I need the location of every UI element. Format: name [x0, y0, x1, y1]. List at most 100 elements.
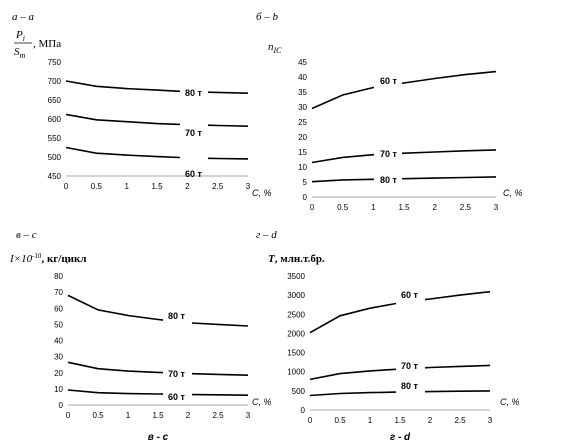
x-label-text: C, %: [500, 397, 520, 407]
series-line-2-seg-0: [67, 389, 164, 395]
x-tick-label: 2: [432, 203, 437, 212]
y-tick-label: 20: [54, 369, 63, 378]
y-tick-label: 500: [48, 153, 62, 162]
y-tick-label: 450: [48, 172, 62, 181]
y-tick-label: 40: [298, 73, 307, 82]
series-line-0-seg-1: [401, 70, 497, 85]
y-label-main: T: [268, 253, 276, 265]
x-tick-label: 1.5: [394, 416, 406, 425]
series-label: 70 т: [380, 149, 398, 159]
series-line-2-seg-0: [311, 178, 374, 183]
y-tick-label: 30: [54, 353, 63, 362]
y-tick-label: 80: [54, 272, 63, 281]
y-label-main: I×10: [9, 253, 33, 265]
x-axis-label: C, %: [252, 188, 272, 198]
x-tick-label: 1: [126, 411, 131, 420]
y-tick-label: 60: [54, 304, 63, 313]
y-tick-label: 25: [298, 118, 307, 127]
x-tick-label: 2.5: [212, 411, 224, 420]
x-tick-label: 0.5: [334, 416, 346, 425]
y-tick-label: 3000: [287, 291, 305, 300]
y-label-denominator: Sm: [14, 46, 26, 60]
series-label: 80 т: [401, 381, 419, 391]
series-line-2-seg-1: [402, 176, 497, 180]
y-tick-label: 10: [54, 385, 63, 394]
series-line-2-seg-0: [65, 146, 181, 159]
y-tick-label: 35: [298, 88, 307, 97]
series-label: 60 т: [401, 290, 419, 300]
series-line-1-seg-0: [65, 113, 181, 126]
y-tick-label: 30: [298, 103, 307, 112]
y-label-main: n: [268, 41, 274, 53]
y-axis-label: T, млн.т.бр.: [268, 253, 325, 265]
panel-title: а – а: [12, 11, 35, 23]
series-label: 70 т: [185, 128, 203, 138]
x-tick-label: 1.5: [152, 411, 164, 420]
series-line-0-seg-1: [207, 91, 249, 94]
panel-caption: в - с: [148, 432, 169, 443]
x-tick-label: 1.5: [398, 203, 410, 212]
series-line-1-seg-1: [401, 149, 497, 155]
x-tick-label: 0: [310, 203, 315, 212]
x-label-text: C, %: [503, 188, 523, 198]
chart-panel-1: б – b nIC 0 5 10 15 20 25 30 35 40 45 0 0.5 1 1.5 2 2.5 3C…: [256, 11, 523, 212]
series-line-2-seg-0: [309, 391, 397, 397]
x-label-text: C, %: [252, 188, 272, 198]
x-tick-label: 2: [428, 416, 433, 425]
x-tick-label: 0.5: [91, 182, 103, 191]
x-tick-label: 2.5: [460, 203, 472, 212]
y-label-sub: IC: [273, 46, 283, 55]
panel-title: г – d: [256, 229, 277, 241]
x-tick-label: 0.5: [337, 203, 349, 212]
y-tick-label: 0: [303, 193, 308, 202]
y-tick-label: 2500: [287, 310, 305, 319]
x-tick-label: 3: [488, 416, 493, 425]
panel-caption: г - d: [390, 432, 411, 443]
x-tick-label: 0: [308, 416, 313, 425]
series-line-0-seg-1: [191, 322, 249, 327]
y-tick-label: 500: [292, 387, 306, 396]
x-tick-label: 3: [494, 203, 499, 212]
x-axis-label: C, %: [252, 397, 272, 407]
series-label: 60 т: [380, 76, 398, 86]
series-line-0-seg-0: [311, 86, 375, 110]
x-tick-label: 3: [246, 182, 251, 191]
y-tick-label: 20: [298, 133, 307, 142]
y-tick-label: 45: [298, 58, 307, 67]
series-label: 60 т: [168, 392, 186, 402]
y-tick-label: 600: [48, 115, 62, 124]
y-label-den-main: S: [14, 46, 20, 58]
x-tick-label: 1: [371, 203, 376, 212]
y-tick-label: 1500: [287, 349, 305, 358]
series-line-1-seg-0: [309, 368, 397, 381]
series-line-0-seg-1: [424, 290, 491, 301]
y-tick-label: 0: [59, 401, 64, 410]
panel-title: б – b: [256, 11, 279, 23]
y-tick-label: 1000: [287, 368, 305, 377]
x-label-text: C, %: [252, 397, 272, 407]
x-tick-label: 2: [185, 182, 190, 191]
x-tick-label: 0.5: [92, 411, 104, 420]
y-label-num-sub: i: [23, 34, 25, 43]
x-tick-label: 2.5: [454, 416, 466, 425]
series-line-1-seg-1: [207, 124, 249, 127]
y-label-numerator: Pi: [15, 29, 25, 43]
series-line-1-seg-0: [311, 153, 374, 164]
y-tick-label: 0: [301, 406, 306, 415]
series-label: 70 т: [401, 361, 419, 371]
y-label-unit: , млн.т.бр.: [275, 253, 325, 265]
series-line-1-seg-1: [191, 372, 249, 376]
series-line-0-seg-0: [65, 80, 181, 93]
y-label-num-main: P: [15, 29, 23, 41]
series-line-2-seg-1: [191, 393, 249, 396]
x-tick-label: 1: [368, 416, 373, 425]
x-tick-label: 2: [186, 411, 191, 420]
x-tick-label: 2.5: [212, 182, 224, 191]
series-line-1-seg-1: [424, 364, 491, 369]
series-line-2-seg-1: [207, 157, 249, 160]
y-tick-label: 5: [303, 178, 308, 187]
y-axis-label: nIC: [268, 41, 282, 55]
series-line-0-seg-0: [309, 302, 397, 334]
